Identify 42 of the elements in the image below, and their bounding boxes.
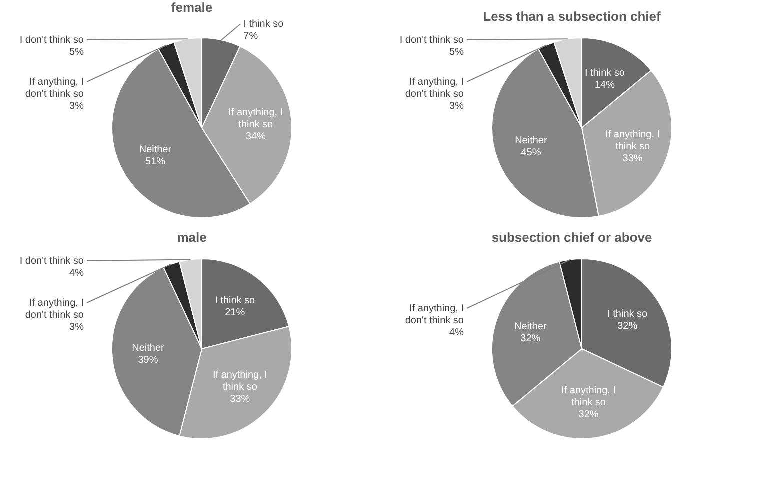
slice-label: If anything, I don't think so: [405, 304, 464, 326]
slice-label: If anything, I don't think so: [25, 298, 84, 321]
slice-label: Neither: [515, 135, 548, 146]
slice-label: Neither: [514, 321, 548, 332]
slice-label: I don't think so: [400, 35, 464, 46]
data-label: 33%: [230, 394, 250, 406]
data-label: 5%: [450, 47, 464, 58]
data-label: 4%: [450, 328, 464, 338]
slice-label: I think so: [244, 19, 284, 30]
data-label: 32%: [618, 321, 638, 332]
data-label: 21%: [225, 307, 246, 318]
data-label: 39%: [138, 355, 158, 366]
chart-title: subsection chief or above: [492, 230, 652, 245]
data-label: 3%: [450, 101, 464, 112]
data-label: 32%: [578, 410, 599, 421]
slice-label: If anything, I don't think so: [25, 77, 84, 100]
chart-title: male: [177, 230, 207, 245]
slice-label: If anything, I think so: [212, 370, 268, 394]
slice-label: Neither: [132, 343, 166, 354]
slice-label: I don't think so: [20, 35, 84, 46]
data-label: 34%: [246, 132, 266, 143]
data-label: 51%: [146, 156, 166, 168]
chart-title: Less than a subsection chief: [483, 9, 662, 24]
slice-label: I don't think so: [20, 256, 84, 267]
data-label: 3%: [70, 101, 84, 112]
slice-label: I think so: [215, 295, 256, 306]
data-label: 4%: [70, 268, 84, 279]
data-label: 14%: [594, 80, 616, 92]
data-label: 3%: [70, 322, 84, 333]
slice-label: If anything, I think so: [562, 386, 616, 409]
slice-label: If anything, I think so: [228, 108, 284, 131]
data-label: 7%: [244, 31, 258, 42]
data-label: 33%: [622, 153, 643, 164]
data-label: 45%: [521, 147, 542, 158]
slice-label: Neither: [139, 144, 172, 156]
slice-label: I think so: [584, 68, 626, 80]
data-label: 32%: [520, 333, 541, 344]
slice-label: If anything, I think so: [606, 129, 660, 152]
slice-label: If anything, I don't think so: [405, 77, 464, 100]
data-label: 5%: [70, 47, 84, 58]
slice-label: I think so: [608, 309, 648, 320]
chart-title: female: [171, 0, 213, 16]
